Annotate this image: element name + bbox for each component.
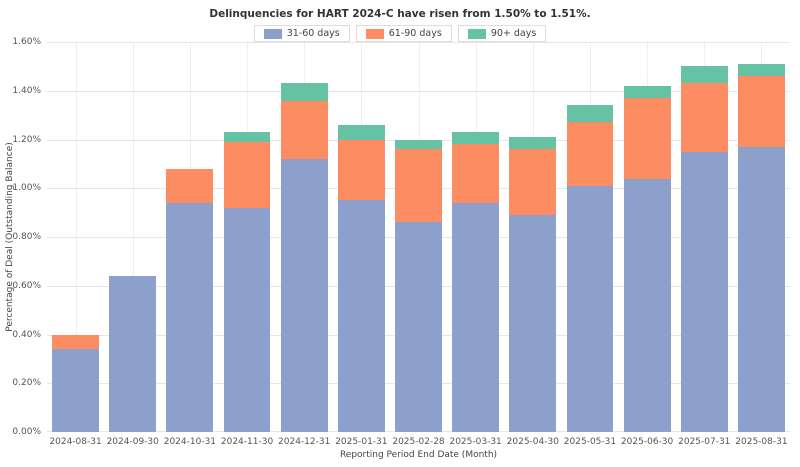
legend-item-61-90-days: 61-90 days: [355, 25, 452, 42]
legend-swatch-90-plus-days: [467, 28, 486, 39]
bar-segment: [452, 144, 500, 203]
y-tick-label: 1.60%: [12, 37, 41, 47]
bar-segment: [680, 66, 728, 84]
x-tick-label: 2025-07-31: [678, 437, 731, 447]
x-tick-label: 2025-02-28: [392, 437, 445, 447]
bar-segment: [623, 85, 671, 99]
legend-label-90-plus-days: 90+ days: [490, 28, 537, 39]
bar-segment: [737, 146, 785, 432]
bar-segment: [395, 149, 442, 223]
legend-label-31-60-days: 31-60 days: [286, 28, 340, 39]
y-tick-label: 1.20%: [12, 134, 41, 145]
gridline: [47, 42, 790, 43]
x-tick-label: 2025-03-31: [449, 437, 502, 447]
bar-segment: [623, 178, 671, 432]
bar-segment: [509, 215, 557, 432]
y-tick-label: 1.40%: [12, 85, 41, 96]
bar-segment: [452, 132, 500, 145]
bar-segment: [623, 98, 671, 179]
bar-segment: [109, 276, 157, 432]
bar-segment: [280, 83, 328, 101]
bar-segment: [337, 124, 385, 140]
x-tick-label: 2024-11-30: [220, 437, 274, 447]
bar-segment: [680, 151, 728, 432]
x-axis-label: Reporting Period End Date (Month): [339, 450, 498, 460]
x-tick-label: 2024-12-31: [278, 437, 331, 447]
x-tick-label: 2025-06-30: [620, 437, 674, 447]
y-tick-label: 0.60%: [12, 280, 41, 291]
x-tick-label: 2025-08-31: [735, 437, 788, 447]
legend-swatch-61-90-days: [365, 28, 384, 39]
chart-title: Delinquencies for HART 2024-C have risen…: [209, 8, 591, 20]
bar-segment: [509, 137, 557, 150]
y-tick-label: 0.80%: [12, 232, 41, 242]
bar-segment: [566, 122, 614, 186]
bar-segment: [52, 334, 99, 350]
legend-item-31-60-days: 31-60 days: [253, 25, 350, 42]
bar-segment: [280, 100, 328, 159]
bar-segment: [680, 83, 728, 152]
bar-segment: [452, 202, 500, 432]
bar-segment: [280, 159, 328, 432]
x-tick-label: 2025-01-31: [335, 437, 388, 447]
bar-segment: [566, 105, 614, 123]
bar-segment: [337, 139, 385, 201]
chart-legend: 31-60 days 61-90 days 90+ days: [0, 25, 800, 42]
bar-segment: [395, 222, 442, 432]
bar-segment: [509, 149, 557, 216]
y-tick-label: 0.20%: [12, 378, 41, 389]
x-tick-label: 2024-08-31: [49, 437, 102, 447]
legend-label-61-90-days: 61-90 days: [388, 28, 442, 39]
y-tick-label: 0.40%: [12, 329, 41, 340]
x-tick-label: 2025-04-30: [506, 437, 559, 447]
plot-area: 0.00% 0.20% 0.40% 0.60% 0.80% 1.00% 1.20% 1.40%…: [12, 37, 790, 447]
bar-segment: [737, 63, 785, 77]
bar-segment: [737, 76, 785, 147]
legend-item-90-plus-days: 90+ days: [457, 25, 547, 42]
bar-segment: [223, 207, 271, 432]
y-tick-label: 0.00%: [12, 427, 41, 437]
y-tick-label: 1.00%: [12, 183, 41, 194]
bar-segment: [566, 185, 614, 432]
bar-segment: [166, 202, 214, 432]
x-tick-label: 2025-05-31: [563, 437, 617, 447]
bar-segment: [337, 200, 385, 432]
legend-swatch-31-60-days: [263, 28, 282, 39]
bar-segment: [166, 168, 214, 203]
x-tick-label: 2024-09-30: [106, 437, 159, 447]
bar-segment: [395, 139, 442, 150]
bar-segment: [223, 132, 271, 142]
bar-segment: [223, 141, 271, 208]
x-tick-label: 2024-10-31: [163, 437, 217, 447]
gridline: [47, 90, 790, 92]
bar-segment: [52, 349, 99, 432]
